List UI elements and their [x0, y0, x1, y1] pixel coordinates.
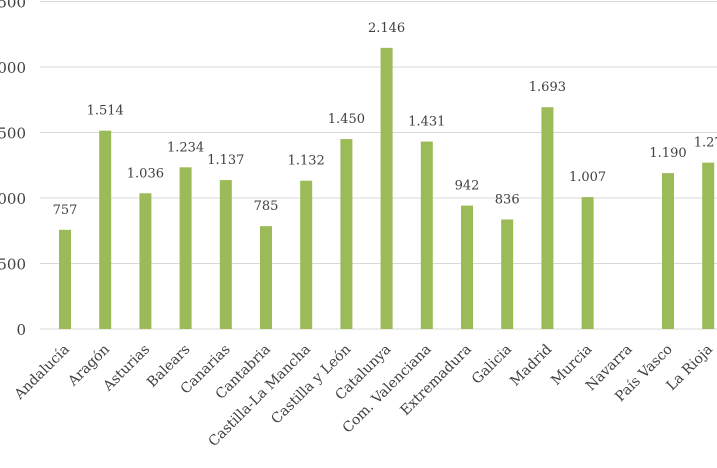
bar: [59, 229, 71, 329]
data-label: 1.693: [529, 80, 566, 95]
data-label: 1.036: [127, 166, 164, 181]
bar: [99, 130, 112, 329]
y-tick-label: 1.000: [0, 190, 26, 208]
x-tick-label: Extremadura: [397, 342, 474, 419]
gridlines: [40, 1, 717, 330]
data-label: 785: [254, 199, 279, 214]
y-tick-label: 2.000: [0, 59, 26, 77]
data-label: 1.234: [167, 140, 204, 155]
data-label: 836: [495, 192, 520, 207]
data-label: 757: [53, 203, 78, 218]
bar: [260, 226, 272, 329]
bar: [420, 141, 433, 329]
data-label: 1.007: [569, 170, 606, 185]
y-tick-label: 0: [16, 321, 26, 339]
x-tick-label: Galicia: [469, 342, 515, 388]
bar: [380, 47, 393, 330]
y-axis-ticks: 0 500 1.000 1.500 2.000 2.500: [0, 0, 26, 339]
data-label: 1.190: [649, 146, 686, 161]
data-label: 1.137: [207, 153, 244, 168]
bar: [179, 167, 192, 329]
data-label: 1.450: [328, 112, 365, 127]
bar: [541, 107, 554, 329]
x-tick-label: Madrid: [507, 341, 555, 389]
data-label: 1.27: [694, 136, 717, 151]
bars: [59, 47, 715, 330]
data-label: 942: [455, 179, 480, 194]
bar: [501, 219, 514, 329]
bar: [581, 197, 594, 329]
bar: [139, 193, 152, 329]
y-tick-label: 2.500: [0, 0, 26, 12]
data-label: 1.132: [288, 154, 325, 169]
y-tick-label: 1.500: [0, 125, 26, 143]
data-label: 2.146: [368, 21, 405, 36]
data-label: 1.514: [87, 104, 124, 119]
bar: [461, 205, 473, 329]
bar: [702, 162, 715, 329]
data-label: 1.431: [408, 115, 445, 130]
bar: [340, 139, 353, 329]
bar: [219, 180, 232, 329]
x-tick-label: Andalucía: [11, 342, 73, 404]
x-axis-labels: AndalucíaAragónAsturiasBalearsCanariasCa…: [11, 341, 716, 449]
bar: [300, 180, 313, 329]
y-tick-label: 500: [0, 256, 26, 274]
bar: [662, 173, 674, 329]
